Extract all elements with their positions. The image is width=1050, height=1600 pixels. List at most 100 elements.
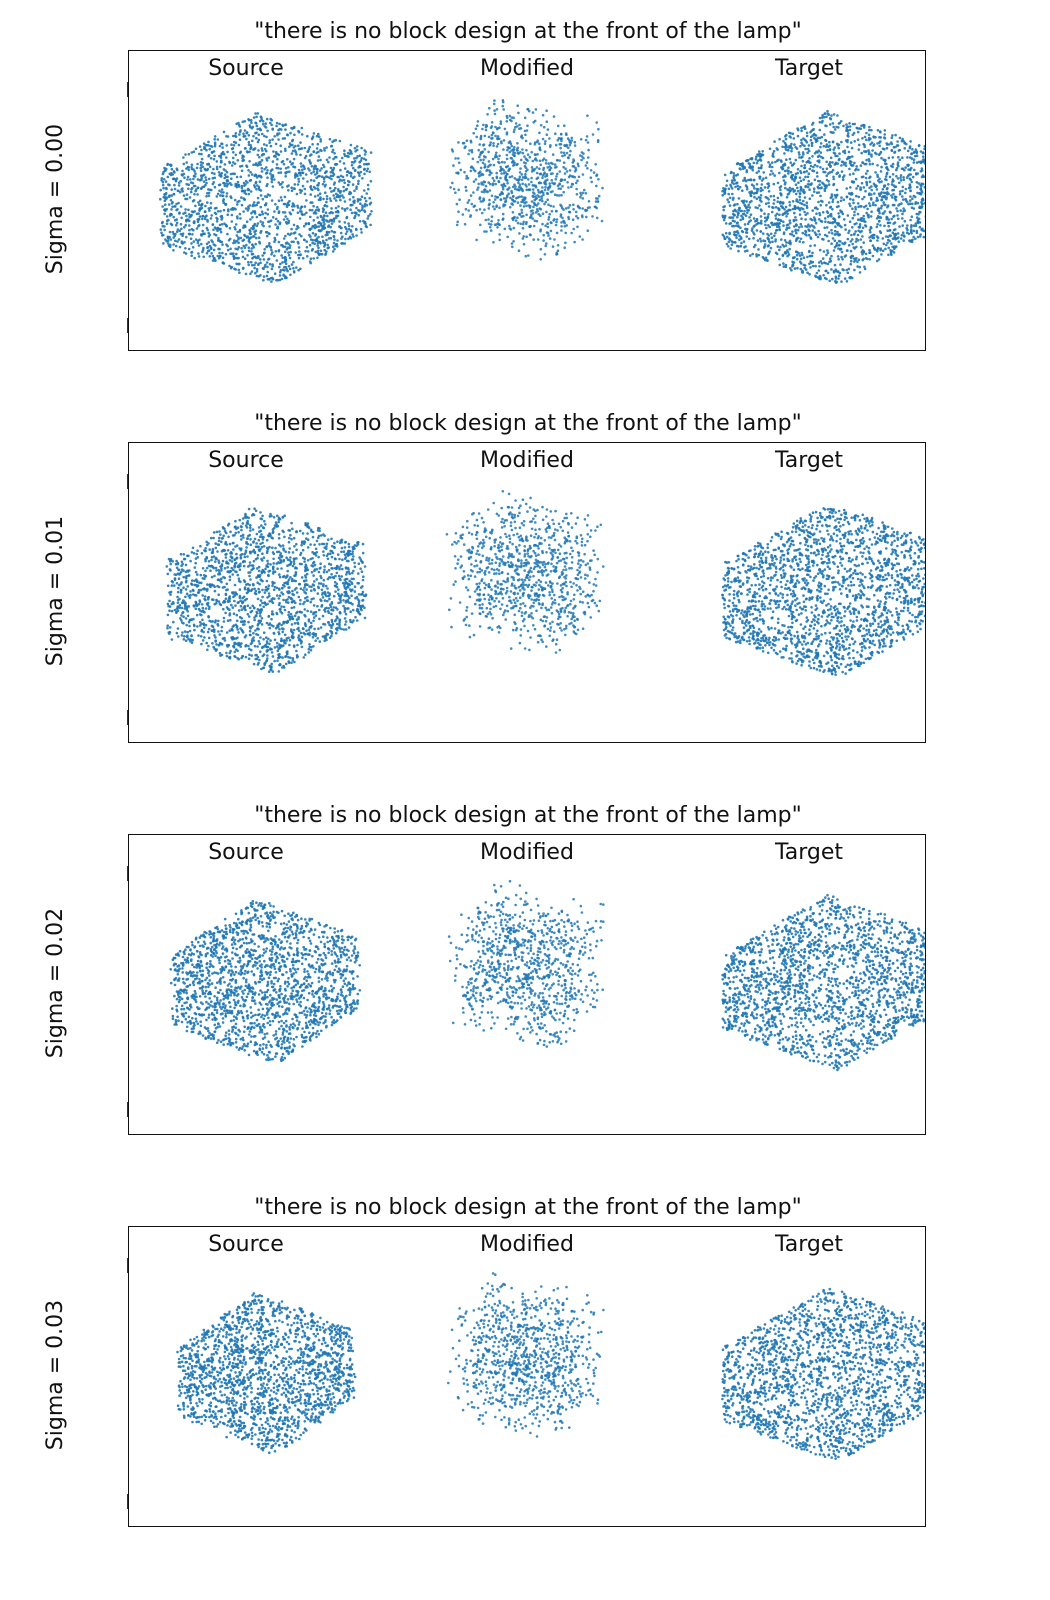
cloud-point (579, 195, 582, 199)
cloud-point (238, 212, 242, 216)
cloud-point (782, 224, 785, 227)
cloud-point (198, 152, 201, 156)
cloud-point (533, 219, 537, 223)
cloud-point (544, 140, 547, 143)
cloud-point (479, 151, 483, 155)
cloud-point (201, 223, 205, 227)
cloud-point (259, 650, 262, 653)
cloud-point (304, 249, 307, 253)
cloud-point (179, 205, 183, 208)
cloud-point (902, 139, 905, 143)
cloud-point (162, 170, 165, 174)
cloud-point (594, 163, 597, 166)
cloud-point (480, 190, 484, 194)
cloud-point (321, 235, 324, 238)
cloud-point (737, 197, 741, 200)
cloud-point (165, 215, 169, 218)
cloud-point (349, 150, 353, 153)
cloud-point (213, 135, 217, 138)
cloud-point (259, 261, 262, 265)
cloud-point (879, 150, 883, 154)
cloud-point (883, 133, 886, 136)
cloud-point (199, 233, 203, 236)
cloud-point (844, 228, 847, 231)
cloud-point (817, 269, 821, 272)
cloud-point (542, 239, 545, 242)
cloud-point (782, 262, 785, 265)
cloud-point (212, 181, 216, 184)
cloud-point (254, 232, 257, 236)
cloud-point (319, 562, 322, 565)
cloud-point (923, 147, 925, 151)
cloud-point (524, 133, 527, 137)
cloud-point (833, 229, 837, 233)
cloud-point (264, 230, 268, 234)
cloud-point (846, 214, 850, 217)
cloud-point (494, 182, 498, 186)
cloud-point (489, 225, 492, 229)
cloud-point (464, 185, 468, 189)
cloud-point (280, 160, 284, 164)
cloud-point (262, 122, 265, 126)
cloud-point (746, 249, 749, 252)
cloud-point (567, 146, 570, 150)
cloud-point (820, 220, 824, 223)
cloud-point (767, 237, 770, 241)
cloud-point (811, 169, 814, 172)
cloud-point (898, 192, 902, 196)
cloud-point (303, 187, 307, 191)
cloud-point (284, 175, 287, 178)
cloud-point (502, 197, 506, 200)
cloud-point (788, 135, 791, 138)
cloud-point (271, 160, 275, 163)
cloud-point (861, 252, 864, 256)
cloud-point (306, 538, 310, 541)
cloud-point (522, 214, 525, 218)
cloud-point (233, 267, 236, 271)
cloud-point (329, 236, 333, 240)
cloud-point (804, 139, 808, 143)
cloud-point (591, 215, 594, 218)
cloud-point (845, 195, 849, 198)
cloud-point (597, 178, 600, 181)
cloud-point (479, 158, 483, 162)
cloud-point (220, 142, 223, 145)
cloud-point (261, 153, 264, 156)
cloud-point (288, 170, 291, 173)
cloud-point (282, 218, 286, 221)
cloud-point (782, 179, 786, 182)
cloud-point (722, 218, 726, 222)
cloud-point (791, 230, 794, 233)
cloud-point (297, 168, 301, 172)
cloud-point (197, 244, 201, 247)
cloud-point (210, 171, 214, 175)
cloud-point (196, 178, 200, 181)
cloud-point (923, 229, 925, 233)
cloud-point (590, 180, 593, 184)
cloud-point (545, 109, 548, 112)
cloud-point (843, 223, 847, 227)
cloud-point (516, 216, 519, 219)
cloud-point (496, 226, 499, 229)
cloud-point (276, 219, 280, 223)
cloud-point (315, 176, 318, 179)
cloud-point (264, 122, 268, 125)
cloud-point (783, 208, 786, 211)
cloud-point (248, 179, 252, 182)
cloud-point (505, 153, 509, 157)
cloud-point (234, 141, 238, 144)
cloud-point (748, 216, 751, 219)
cloud-point (492, 179, 496, 182)
cloud-point (766, 259, 769, 262)
cloud-point (242, 135, 246, 138)
cloud-point (319, 140, 322, 143)
cloud-point (775, 147, 778, 150)
axis-tick (127, 318, 128, 333)
cloud-point (745, 170, 748, 174)
cloud-point (864, 204, 868, 208)
cloud-point (207, 153, 211, 157)
cloud-point (326, 243, 329, 247)
cloud-point (895, 166, 899, 170)
cloud-point (594, 200, 598, 203)
cloud-point (749, 254, 752, 257)
